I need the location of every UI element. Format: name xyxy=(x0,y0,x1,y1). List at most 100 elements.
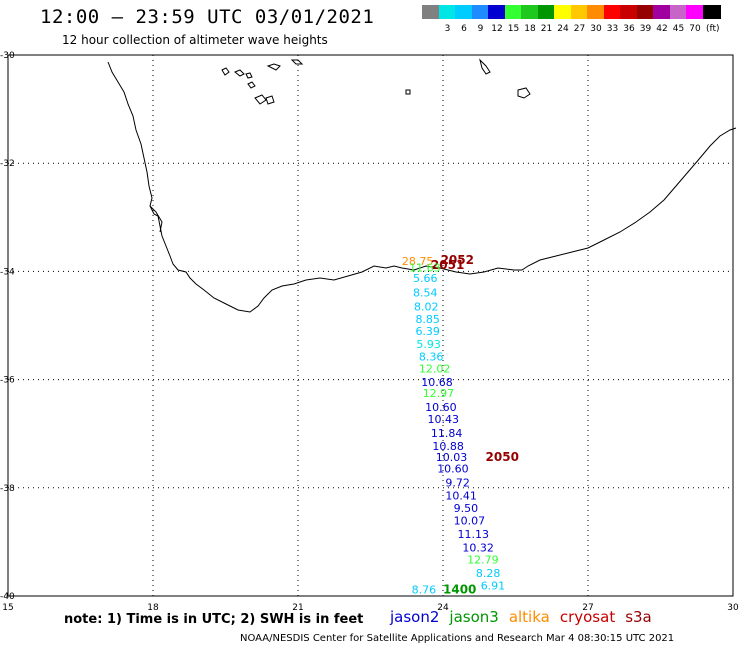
map-frame xyxy=(7,54,734,597)
legend-swatch xyxy=(438,5,457,19)
legend-label: 21 xyxy=(540,24,553,34)
footnote: note: 1) Time is in UTC; 2) SWH is in fe… xyxy=(64,612,364,627)
south-africa-coastline xyxy=(107,61,737,313)
longitude-tick-label: 30 xyxy=(727,603,739,613)
wave-height-value: 5.93 xyxy=(416,338,441,351)
satellite-label: jason3 xyxy=(449,608,499,626)
wave-height-value: 10.32 xyxy=(462,542,494,555)
wave-height-value: 10.60 xyxy=(425,401,457,414)
wave-height-value: 10.03 xyxy=(436,451,468,464)
wave-height-value: 8.76 xyxy=(412,583,437,596)
island xyxy=(245,72,253,79)
wave-height-value: 11.13 xyxy=(458,528,490,541)
legend-swatch xyxy=(570,5,589,19)
legend-unit: (ft) xyxy=(706,24,720,34)
wave-height-value: 8.28 xyxy=(476,567,501,580)
wave-height-value: 12.97 xyxy=(423,387,455,400)
latitude-tick-label: -30 xyxy=(0,51,15,61)
legend-label: 30 xyxy=(590,24,602,34)
wave-height-value: 12.02 xyxy=(419,363,451,376)
wave-height-value: 8.02 xyxy=(414,300,439,313)
legend-label: 3 xyxy=(444,24,451,34)
legend-swatch xyxy=(669,5,688,19)
wave-height-value: 8.54 xyxy=(413,286,438,299)
map-border xyxy=(7,54,734,597)
longitude-tick-label: 15 xyxy=(2,603,13,613)
latitude-tick-label: -32 xyxy=(0,159,15,169)
pass-time-label: 2051 xyxy=(431,258,464,272)
wave-height-value: 12.79 xyxy=(467,554,499,567)
map-subtitle: 12 hour collection of altimeter wave hei… xyxy=(62,33,328,47)
legend-swatch xyxy=(636,5,655,19)
pass-time-label: 2050 xyxy=(486,450,519,464)
legend-swatch xyxy=(587,5,605,19)
wave-height-value: 9.72 xyxy=(445,477,470,490)
legend-swatch xyxy=(455,5,473,19)
legend-swatch xyxy=(686,5,704,19)
legend-label: 6 xyxy=(461,24,467,34)
island xyxy=(517,87,531,99)
legend-swatch xyxy=(554,5,572,19)
latitude-tick-label: -40 xyxy=(0,592,15,602)
wave-height-value: 9.50 xyxy=(454,502,479,515)
legend-label: 33 xyxy=(606,24,619,34)
longitude-tick-label: 27 xyxy=(582,603,593,613)
legend-swatch xyxy=(504,5,523,19)
legend-label: 70 xyxy=(689,24,701,34)
latitude-tick-label: -38 xyxy=(0,484,15,494)
wave-height-value: 10.07 xyxy=(454,515,486,528)
wave-height-value: 6.91 xyxy=(481,580,506,593)
wave-height-value: 8.85 xyxy=(415,313,440,326)
island xyxy=(234,69,245,77)
wave-height-value: 10.60 xyxy=(437,463,469,476)
map-title: 12:00 – 23:59 UTC 03/01/2021 xyxy=(40,6,375,28)
legend-label: 39 xyxy=(639,24,652,34)
longitude-tick-label: 18 xyxy=(147,603,159,613)
island xyxy=(247,81,256,89)
wave-height-value: 5.66 xyxy=(413,272,438,285)
credit-line: NOAA/NESDIS Center for Satellite Applica… xyxy=(240,633,675,644)
legend-label: 42 xyxy=(656,24,668,34)
island xyxy=(265,95,275,105)
satellite-label: s3a xyxy=(625,608,652,626)
legend-swatch xyxy=(537,5,556,19)
island xyxy=(479,58,491,75)
wave-height-value: 11.84 xyxy=(431,427,463,440)
legend-label: 45 xyxy=(672,24,685,34)
legend-label: 9 xyxy=(477,24,484,34)
island xyxy=(266,63,281,71)
island xyxy=(405,89,411,95)
legend-label: 36 xyxy=(623,24,635,34)
satellite-label: jason2 xyxy=(390,608,440,626)
legend-swatch xyxy=(488,5,506,19)
wave-height-value: 10.88 xyxy=(432,440,464,453)
legend-swatch xyxy=(653,5,671,19)
wave-height-value: 8.36 xyxy=(419,351,444,364)
legend-swatch xyxy=(702,5,721,19)
map-grid: 15 18 21 24 27 30 -30 -32 -34 -36 -38 -40 xyxy=(0,51,739,613)
wave-height-value: 10.41 xyxy=(445,490,477,503)
legend-swatch xyxy=(521,5,539,19)
legend-swatch xyxy=(603,5,622,19)
wave-height-value: 6.39 xyxy=(415,325,440,338)
coastline xyxy=(107,58,737,313)
legend-label: 15 xyxy=(507,24,520,34)
coast-bay xyxy=(149,205,163,233)
latitude-tick-label: -34 xyxy=(0,267,15,277)
wave-height-value: 28.75 xyxy=(402,255,434,268)
satellite-label: cryosat xyxy=(559,608,616,626)
island xyxy=(290,59,304,65)
altimeter-track: 28.75 2052205111.635.668.548.028.856.395.… xyxy=(402,253,519,596)
legend-swatch xyxy=(471,5,490,19)
legend-label: 12 xyxy=(491,24,503,34)
satellite-label: altika xyxy=(508,608,550,626)
wave-height-value: 10.43 xyxy=(428,413,460,426)
longitude-tick-label: 21 xyxy=(292,603,303,613)
longitude-tick-label: 24 xyxy=(437,603,449,613)
wave-height-value: 10.68 xyxy=(421,376,453,389)
pass-time-label: 2052 xyxy=(441,253,474,267)
latitude-tick-label: -36 xyxy=(0,376,15,386)
satellite-legend: jason2 jason3 altika cryosat s3a xyxy=(390,608,662,626)
legend-label: 24 xyxy=(557,24,569,34)
